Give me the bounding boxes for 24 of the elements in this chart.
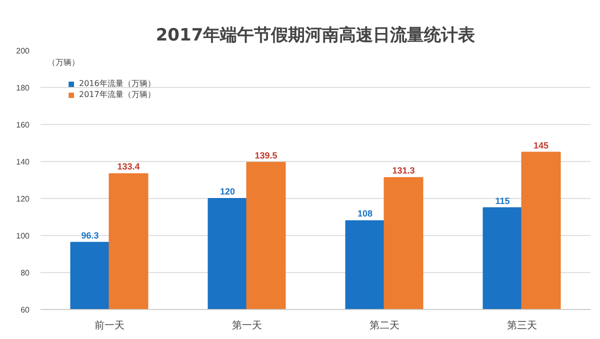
legend-label: 2017年流量（万辆） [79, 89, 156, 100]
data-label: 133.4 [117, 162, 140, 172]
x-tick-label: 前一天 [94, 320, 124, 332]
data-label: 120 [220, 186, 236, 196]
data-label: 115 [495, 196, 510, 206]
y-tick-label: 100 [16, 232, 30, 240]
y-tick-label: 140 [16, 158, 30, 166]
y-tick-label: 60 [20, 306, 30, 314]
y-tick-label: 200 [16, 46, 30, 56]
y-tick-label: 160 [16, 120, 30, 130]
chart-title: 2017年端午节假期河南高速日流量统计表 [156, 26, 476, 46]
y-tick-label: 120 [16, 194, 30, 204]
data-label: 131.3 [392, 166, 415, 176]
data-label: 139.5 [254, 150, 278, 160]
data-label: 108 [357, 208, 373, 219]
x-tick-label: 第三天 [506, 320, 537, 332]
y-tick-label: 80 [20, 268, 30, 278]
y-tick-label: 180 [16, 84, 30, 92]
data-label: 96.3 [81, 230, 99, 240]
x-tick-label: 第一天 [232, 320, 262, 332]
y-axis-title: （万辆） [47, 58, 80, 67]
x-tick-label: 第二天 [369, 320, 400, 332]
data-label: 145 [533, 140, 549, 150]
legend-label: 2016年流量（万辆） [79, 78, 156, 89]
